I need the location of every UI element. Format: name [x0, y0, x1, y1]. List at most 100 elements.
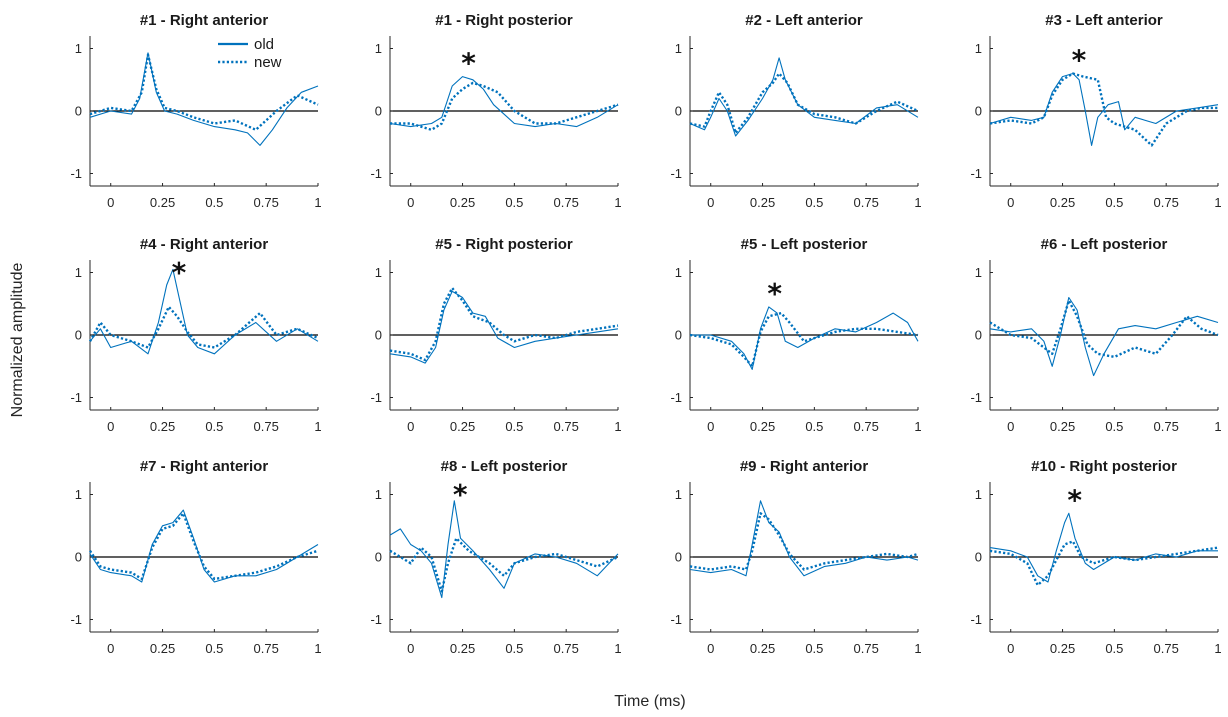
y-tick-label: 0 [375, 104, 382, 119]
panel-title: #1 - Right anterior [140, 12, 269, 29]
y-tick-label: 0 [975, 328, 982, 343]
y-tick-label: 1 [675, 265, 682, 280]
series-line-new [88, 305, 319, 349]
x-tick-label: 0.75 [1154, 641, 1179, 656]
panel-1: #1 - Right anterior -1 0 1 0 0.25 0.5 0.75 1 oldn… [70, 12, 321, 210]
x-tick-label: 0 [1007, 419, 1014, 434]
y-tick-label: -1 [370, 166, 382, 181]
x-tick-label: 1 [614, 195, 621, 210]
y-tick-label: -1 [370, 612, 382, 627]
panel-7: #5 - Left posterior -1 0 1 0 0.25 0.5 0.75 1 * [670, 236, 921, 434]
x-tick-label: 0.5 [805, 641, 823, 656]
y-tick-label: 0 [675, 550, 682, 565]
series-line-new [389, 286, 619, 362]
x-tick-label: 0.75 [554, 419, 579, 434]
y-tick-label: -1 [670, 166, 682, 181]
y-tick-label: 0 [375, 328, 382, 343]
x-tick-label: 0 [407, 195, 414, 210]
y-tick-label: -1 [70, 612, 82, 627]
x-tick-label: 0.25 [750, 419, 775, 434]
x-tick-label: 1 [314, 195, 321, 210]
x-tick-label: 1 [1214, 419, 1221, 434]
y-tick-label: 0 [675, 328, 682, 343]
y-tick-label: -1 [970, 612, 982, 627]
x-tick-label: 0 [407, 641, 414, 656]
x-tick-label: 0.75 [254, 419, 279, 434]
x-tick-label: 0.25 [150, 419, 175, 434]
y-tick-label: 1 [975, 487, 982, 502]
y-tick-label: 0 [75, 328, 82, 343]
x-tick-label: 0 [707, 195, 714, 210]
y-tick-label: 1 [675, 41, 682, 56]
y-tick-label: 1 [975, 265, 982, 280]
y-tick-label: 0 [975, 550, 982, 565]
x-tick-label: 0.25 [450, 195, 475, 210]
significance-marker: * [1067, 483, 1082, 516]
x-tick-label: 0.5 [205, 641, 223, 656]
x-tick-label: 0.75 [554, 641, 579, 656]
panel-title: #4 - Right anterior [140, 236, 269, 253]
x-tick-label: 0.5 [205, 419, 223, 434]
panel-5: #4 - Right anterior -1 0 1 0 0.25 0.5 0.75 1 * [70, 236, 321, 434]
series-line-new [689, 72, 919, 135]
panel-title: #5 - Left posterior [741, 236, 868, 253]
x-tick-label: 0.25 [750, 195, 775, 210]
x-tick-label: 0.75 [254, 195, 279, 210]
panel-title: #9 - Right anterior [740, 458, 869, 475]
y-axis-label: Normalized amplitude [9, 263, 26, 418]
x-tick-label: 0.75 [1154, 419, 1179, 434]
x-tick-label: 0 [407, 419, 414, 434]
panel-4: #3 - Left anterior -1 0 1 0 0.25 0.5 0.75 1 * [970, 12, 1221, 210]
panel-6: #5 - Right posterior -1 0 1 0 0.25 0.5 0.75 1 [370, 236, 621, 434]
x-tick-label: 1 [1214, 195, 1221, 210]
series-line-old [689, 57, 919, 137]
x-tick-label: 0 [707, 641, 714, 656]
x-tick-label: 0.5 [505, 195, 523, 210]
y-tick-label: 0 [675, 104, 682, 119]
x-tick-label: 1 [1214, 641, 1221, 656]
series-line-old [89, 268, 319, 355]
x-tick-label: 0 [707, 419, 714, 434]
x-tick-label: 0.75 [854, 195, 879, 210]
significance-marker: * [767, 277, 782, 310]
x-tick-label: 0 [107, 195, 114, 210]
y-tick-label: -1 [370, 390, 382, 405]
x-tick-label: 1 [314, 641, 321, 656]
x-tick-label: 1 [914, 641, 921, 656]
x-tick-label: 0.5 [1105, 195, 1123, 210]
y-tick-label: 1 [375, 41, 382, 56]
x-tick-label: 1 [914, 195, 921, 210]
series-line-new [689, 512, 919, 571]
x-tick-label: 0.25 [450, 641, 475, 656]
series-line-old [689, 500, 919, 577]
x-tick-label: 0.5 [1105, 419, 1123, 434]
series-line-old [690, 306, 919, 370]
series-line-old [989, 512, 1218, 583]
x-tick-label: 0.75 [554, 195, 579, 210]
x-tick-label: 0.5 [205, 195, 223, 210]
x-tick-label: 0.5 [505, 641, 523, 656]
x-tick-label: 0 [1007, 641, 1014, 656]
legend-label-new: new [254, 54, 282, 71]
y-tick-label: 0 [75, 104, 82, 119]
panel-title: #2 - Left anterior [745, 12, 863, 29]
panel-11: #9 - Right anterior -1 0 1 0 0.25 0.5 0.75 1 [670, 458, 921, 656]
y-tick-label: -1 [670, 390, 682, 405]
series-line-old [989, 296, 1219, 377]
x-tick-label: 0.25 [150, 641, 175, 656]
x-tick-label: 0.25 [150, 195, 175, 210]
x-tick-label: 0.5 [1105, 641, 1123, 656]
panel-title: #6 - Left posterior [1041, 236, 1168, 253]
panel-title: #10 - Right posterior [1031, 458, 1177, 475]
significance-marker: * [461, 47, 476, 80]
x-tick-label: 0.5 [505, 419, 523, 434]
x-tick-label: 0.75 [854, 641, 879, 656]
significance-marker: * [453, 478, 468, 511]
x-tick-label: 0.75 [1154, 195, 1179, 210]
series-line-old [89, 52, 319, 146]
x-tick-label: 1 [314, 419, 321, 434]
panel-8: #6 - Left posterior -1 0 1 0 0.25 0.5 0.75 1 [970, 236, 1221, 434]
y-tick-label: 1 [375, 265, 382, 280]
x-tick-label: 0.25 [1050, 195, 1075, 210]
